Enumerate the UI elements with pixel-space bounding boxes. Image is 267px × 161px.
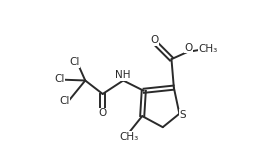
Text: S: S: [179, 110, 186, 120]
Text: O: O: [99, 108, 107, 118]
Text: CH₃: CH₃: [199, 44, 218, 54]
Text: O: O: [150, 35, 158, 45]
Text: Cl: Cl: [59, 96, 69, 106]
Text: Cl: Cl: [54, 74, 65, 84]
Text: NH: NH: [115, 70, 131, 80]
Text: O: O: [184, 43, 193, 53]
Text: CH₃: CH₃: [119, 132, 138, 142]
Text: Cl: Cl: [69, 57, 79, 67]
